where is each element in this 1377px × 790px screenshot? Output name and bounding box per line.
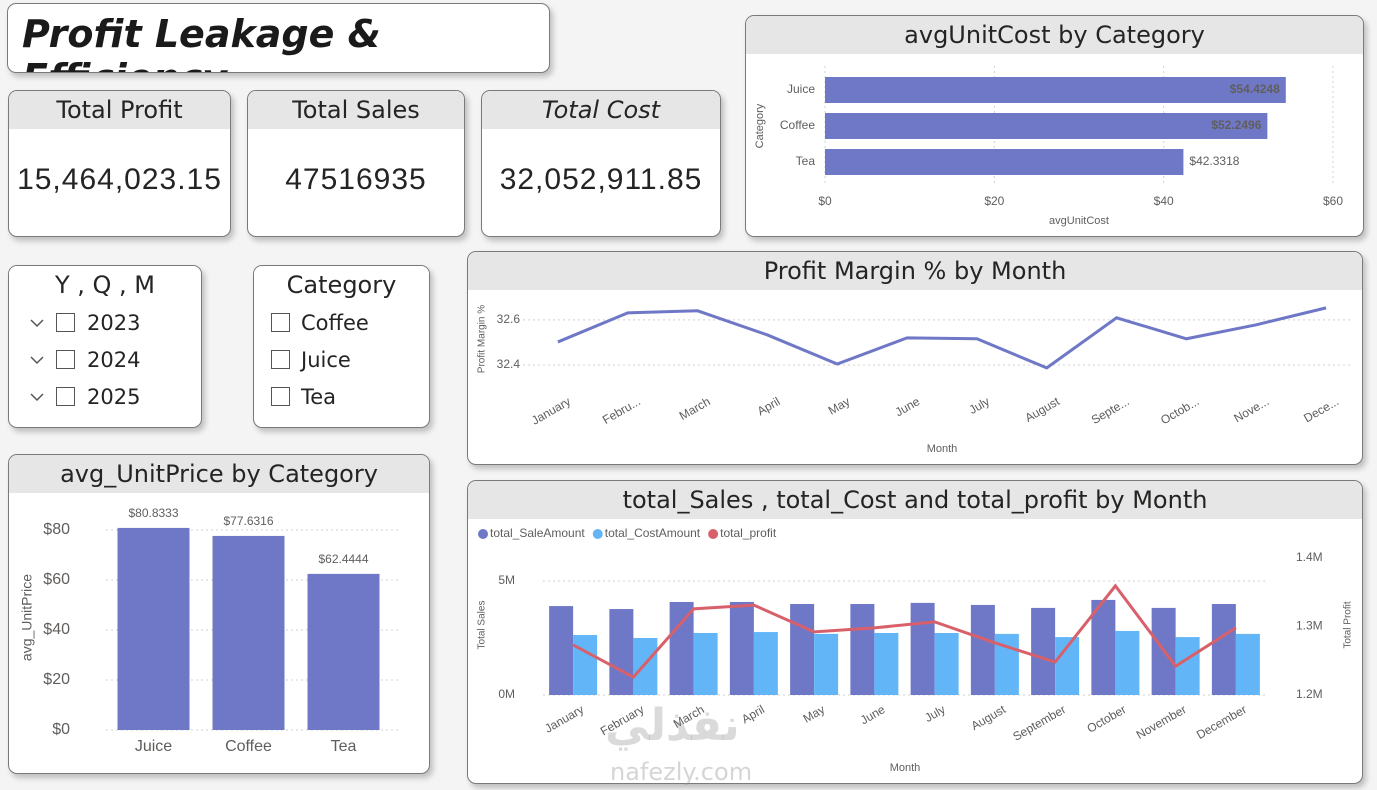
slicer: Y , Q , M 2023 2024 2025 — [8, 265, 202, 428]
slicer-title: Category — [254, 266, 429, 304]
dashboard-title: Profit Leakage & Efficiency — [22, 12, 381, 72]
slicer-item[interactable]: 2025 — [87, 385, 141, 409]
checkbox[interactable] — [271, 350, 290, 369]
slicer-item[interactable]: 2023 — [87, 311, 141, 335]
checkbox[interactable] — [56, 350, 75, 369]
slicer-item[interactable]: Tea — [301, 385, 337, 409]
chart-panel: avgUnitCost by Category — [745, 15, 1364, 237]
watermark: nafezly.com — [610, 758, 753, 786]
card-label: Total Sales — [248, 91, 464, 129]
checkbox[interactable] — [271, 313, 290, 332]
chart-panel: total_Sales , total_Cost and total_profi… — [467, 480, 1363, 784]
slicer-item[interactable]: Coffee — [301, 311, 369, 335]
checkbox[interactable] — [56, 313, 75, 332]
chevron[interactable] — [30, 393, 44, 402]
card-value: 32,052,911.85 — [499, 163, 703, 196]
chart-title: total_Sales , total_Cost and total_profi… — [468, 481, 1362, 519]
chevron[interactable] — [30, 319, 44, 328]
chevrons — [30, 319, 44, 402]
checkbox[interactable] — [56, 387, 75, 406]
chart-title: avgUnitCost by Category — [746, 16, 1363, 54]
card: Total Sales 47516935 — [247, 90, 465, 237]
slicer: Category Coffee Juice Tea — [253, 265, 430, 428]
chart-panel: avg_UnitPrice by Category — [8, 454, 430, 774]
card-value: 47516935 — [285, 163, 427, 196]
chart-panel: Profit Margin % by Month — [467, 251, 1363, 465]
slicer-title: Y , Q , M — [9, 266, 201, 304]
slicer-item[interactable]: 2024 — [87, 348, 141, 372]
card-value: 15,464,023.15 — [17, 163, 222, 196]
card: Total Profit 15,464,023.15 — [8, 90, 231, 237]
chart-title: avg_UnitPrice by Category — [9, 455, 429, 493]
slicer-item[interactable]: Juice — [301, 348, 351, 372]
card-label: Total Profit — [9, 91, 230, 129]
chevron[interactable] — [30, 356, 44, 365]
checkbox[interactable] — [271, 387, 290, 406]
watermark: نفذلي — [605, 700, 740, 751]
title-box: Profit Leakage & Efficiency — [7, 3, 550, 73]
card-label: Total Cost — [482, 91, 720, 129]
card: Total Cost 32,052,911.85 — [481, 90, 721, 237]
chart-title: Profit Margin % by Month — [468, 252, 1362, 290]
